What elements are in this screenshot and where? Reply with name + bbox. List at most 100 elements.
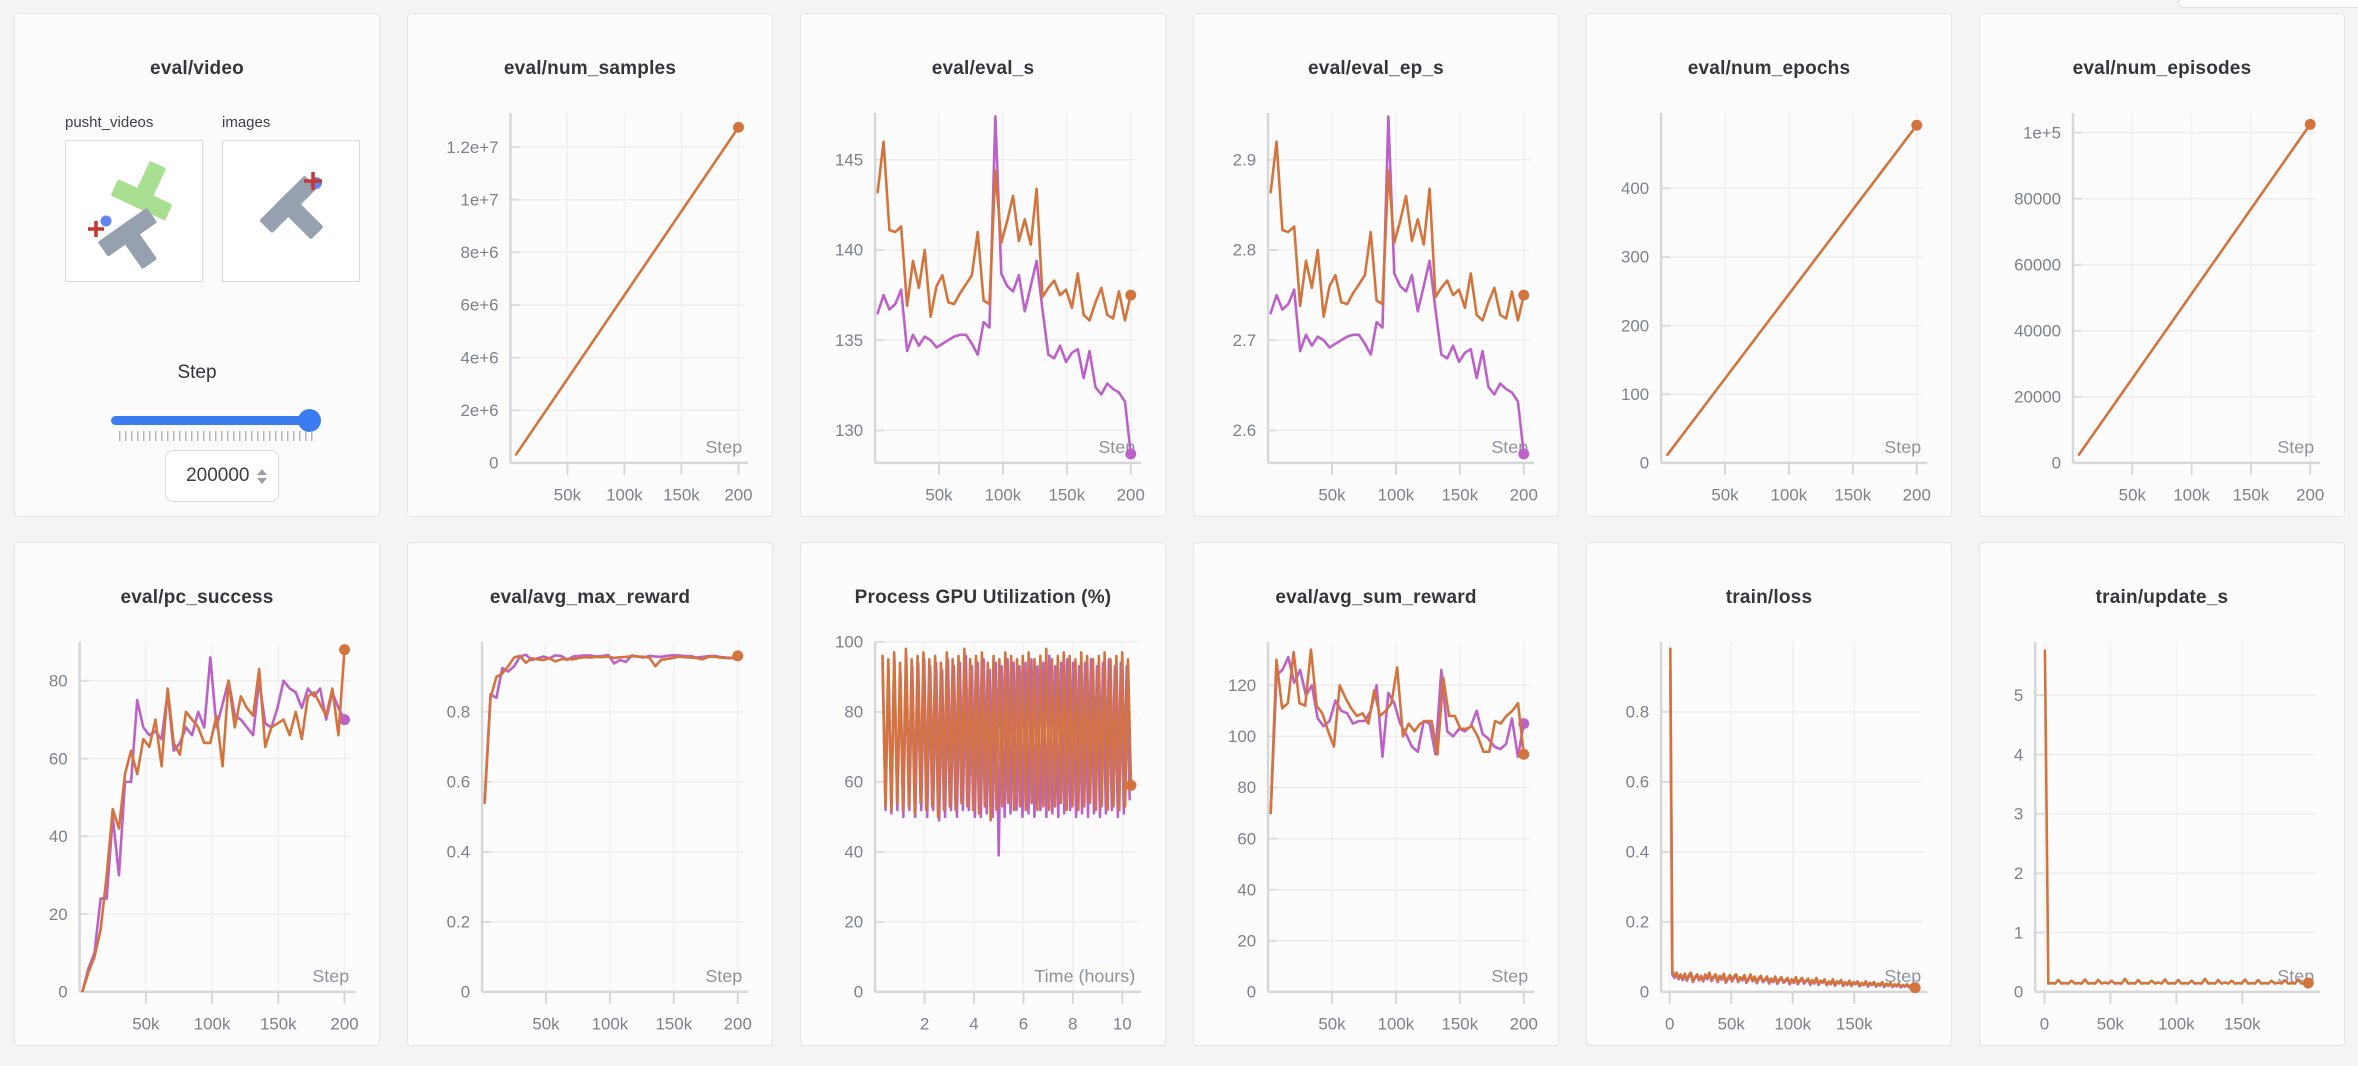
step-slider-thumb[interactable] [298,409,321,432]
svg-text:6e+6: 6e+6 [460,296,498,315]
svg-text:0.6: 0.6 [447,773,470,792]
svg-text:2e+6: 2e+6 [460,401,498,420]
svg-text:100k: 100k [2158,1015,2195,1034]
svg-text:200: 200 [1510,1015,1538,1034]
panel-train-update_s: train/update_s 0 50k 100k 150k 0 1 2 3 4 5 Step [1979,542,2345,1046]
svg-text:60: 60 [1237,829,1256,848]
chart-canvas-eval-num_epochs[interactable]: 50k 100k 150k 200 0 100 200 300 400 Step [1587,14,1951,516]
panel-eval-num_episodes: eval/num_episodes 50k 100k 150k 200 0 20000 400… [1979,13,2345,517]
svg-text:0: 0 [854,983,863,1002]
step-stepper[interactable] [256,468,267,484]
videos-caption: pusht_videos [65,114,154,131]
svg-text:8e+6: 8e+6 [460,243,498,262]
svg-text:50k: 50k [925,486,953,505]
svg-text:150k: 150k [656,1015,693,1034]
svg-text:10: 10 [1113,1015,1132,1034]
svg-text:200: 200 [1903,486,1931,505]
svg-text:20000: 20000 [2014,388,2061,407]
svg-text:0: 0 [2040,1015,2049,1034]
svg-text:100: 100 [835,633,863,652]
svg-text:50k: 50k [554,486,582,505]
svg-text:150k: 150k [260,1015,297,1034]
svg-text:20: 20 [1237,932,1256,951]
images-thumbnail[interactable] [222,140,360,282]
svg-text:2.9: 2.9 [1233,151,1256,170]
svg-text:60: 60 [49,749,68,768]
svg-text:200: 200 [724,1015,752,1034]
chart-canvas-train-loss[interactable]: 0 50k 100k 150k 0 0.2 0.4 0.6 0.8 Step [1587,543,1951,1045]
x-axis-label: Step [1884,966,1921,986]
svg-text:100k: 100k [985,486,1022,505]
svg-text:0.4: 0.4 [447,843,470,862]
svg-text:80000: 80000 [2014,189,2061,208]
step-value-box [165,450,279,502]
svg-text:0.2: 0.2 [447,913,470,932]
step-value-input[interactable] [177,464,252,488]
svg-text:150k: 150k [1835,486,1872,505]
panel-eval-num_samples: eval/num_samples 50k 100k 150k 200 0 2e+6 4e+6 6… [407,13,773,517]
svg-text:80: 80 [844,703,863,722]
chart-canvas-eval-num_samples[interactable]: 50k 100k 150k 200 0 2e+6 4e+6 6e+6 8e+6 1e+7 1.2e+… [408,14,772,516]
svg-text:150k: 150k [1442,486,1479,505]
chart-canvas-eval-pc_success[interactable]: 50k 100k 150k 200 0 20 40 60 80 Step [15,543,379,1045]
svg-text:60: 60 [844,773,863,792]
images-scene [260,172,323,239]
target-cross [88,221,104,237]
x-axis-label: Step [705,966,742,986]
step-slider[interactable] [111,409,321,432]
svg-text:50k: 50k [1718,1015,1746,1034]
svg-text:150k: 150k [1836,1015,1873,1034]
svg-text:135: 135 [835,331,863,350]
x-axis-label: Step [1884,437,1921,457]
x-axis-label: Step [705,437,742,457]
svg-text:0.6: 0.6 [1626,773,1649,792]
svg-text:0.8: 0.8 [447,703,470,722]
svg-text:4: 4 [2014,745,2023,764]
svg-text:1e+7: 1e+7 [460,190,498,209]
svg-text:0: 0 [1640,454,1649,473]
chart-canvas-eval-avg_max_reward[interactable]: 50k 100k 150k 200 0 0.2 0.4 0.6 0.8 Step [408,543,772,1045]
svg-text:100: 100 [1228,727,1256,746]
chart-title: Process GPU Utilization (%) [854,587,1112,608]
chart-canvas-eval-avg_sum_reward[interactable]: 50k 100k 150k 200 0 20 40 60 80 100 120 Step [1194,543,1558,1045]
svg-text:100k: 100k [1771,486,1808,505]
svg-text:4: 4 [969,1015,978,1034]
chart-title: eval/avg_max_reward [489,587,691,608]
step-up-icon[interactable] [256,468,267,475]
gray-t-block [98,208,157,269]
svg-text:0: 0 [1665,1015,1674,1034]
svg-text:100k: 100k [1378,486,1415,505]
svg-text:100: 100 [1621,385,1649,404]
svg-text:0: 0 [2052,454,2061,473]
svg-text:200: 200 [1621,316,1649,335]
chart-canvas-eval-num_episodes[interactable]: 50k 100k 150k 200 0 20000 40000 60000 80000 1e+5 S… [1980,14,2344,516]
svg-text:150k: 150k [1442,1015,1479,1034]
svg-text:0.4: 0.4 [1626,843,1649,862]
svg-text:150k: 150k [1049,486,1086,505]
panel-eval-pc_success: eval/pc_success 50k 100k 150k 200 0 20 40 60 80 St… [14,542,380,1046]
chart-title: eval/eval_s [931,58,1035,79]
svg-text:50k: 50k [1711,486,1739,505]
x-axis-label: Step [2277,437,2314,457]
svg-text:0: 0 [1247,983,1256,1002]
svg-text:50k: 50k [1318,486,1346,505]
panel-eval-num_epochs: eval/num_epochs 50k 100k 150k 200 0 100 200 300 4… [1586,13,1952,517]
svg-text:3: 3 [2014,805,2023,824]
svg-text:2: 2 [2014,864,2023,883]
svg-text:0: 0 [461,983,470,1002]
panel-eval-avg_sum_reward: eval/avg_sum_reward 50k 100k 150k 200 0 20 40 60… [1193,542,1559,1046]
green-t-block [111,161,172,221]
svg-text:0.8: 0.8 [1626,703,1649,722]
svg-text:80: 80 [49,671,68,690]
svg-text:150k: 150k [663,486,700,505]
svg-text:200: 200 [2296,486,2324,505]
step-down-icon[interactable] [256,477,267,484]
chart-title: eval/eval_ep_s [1308,58,1444,79]
panel-eval-eval_s: eval/eval_s 50k 100k 150k 200 130 135 140 145 Ste… [800,13,1166,517]
svg-text:2.8: 2.8 [1233,241,1256,260]
pusht-video-thumbnail[interactable] [65,140,203,282]
